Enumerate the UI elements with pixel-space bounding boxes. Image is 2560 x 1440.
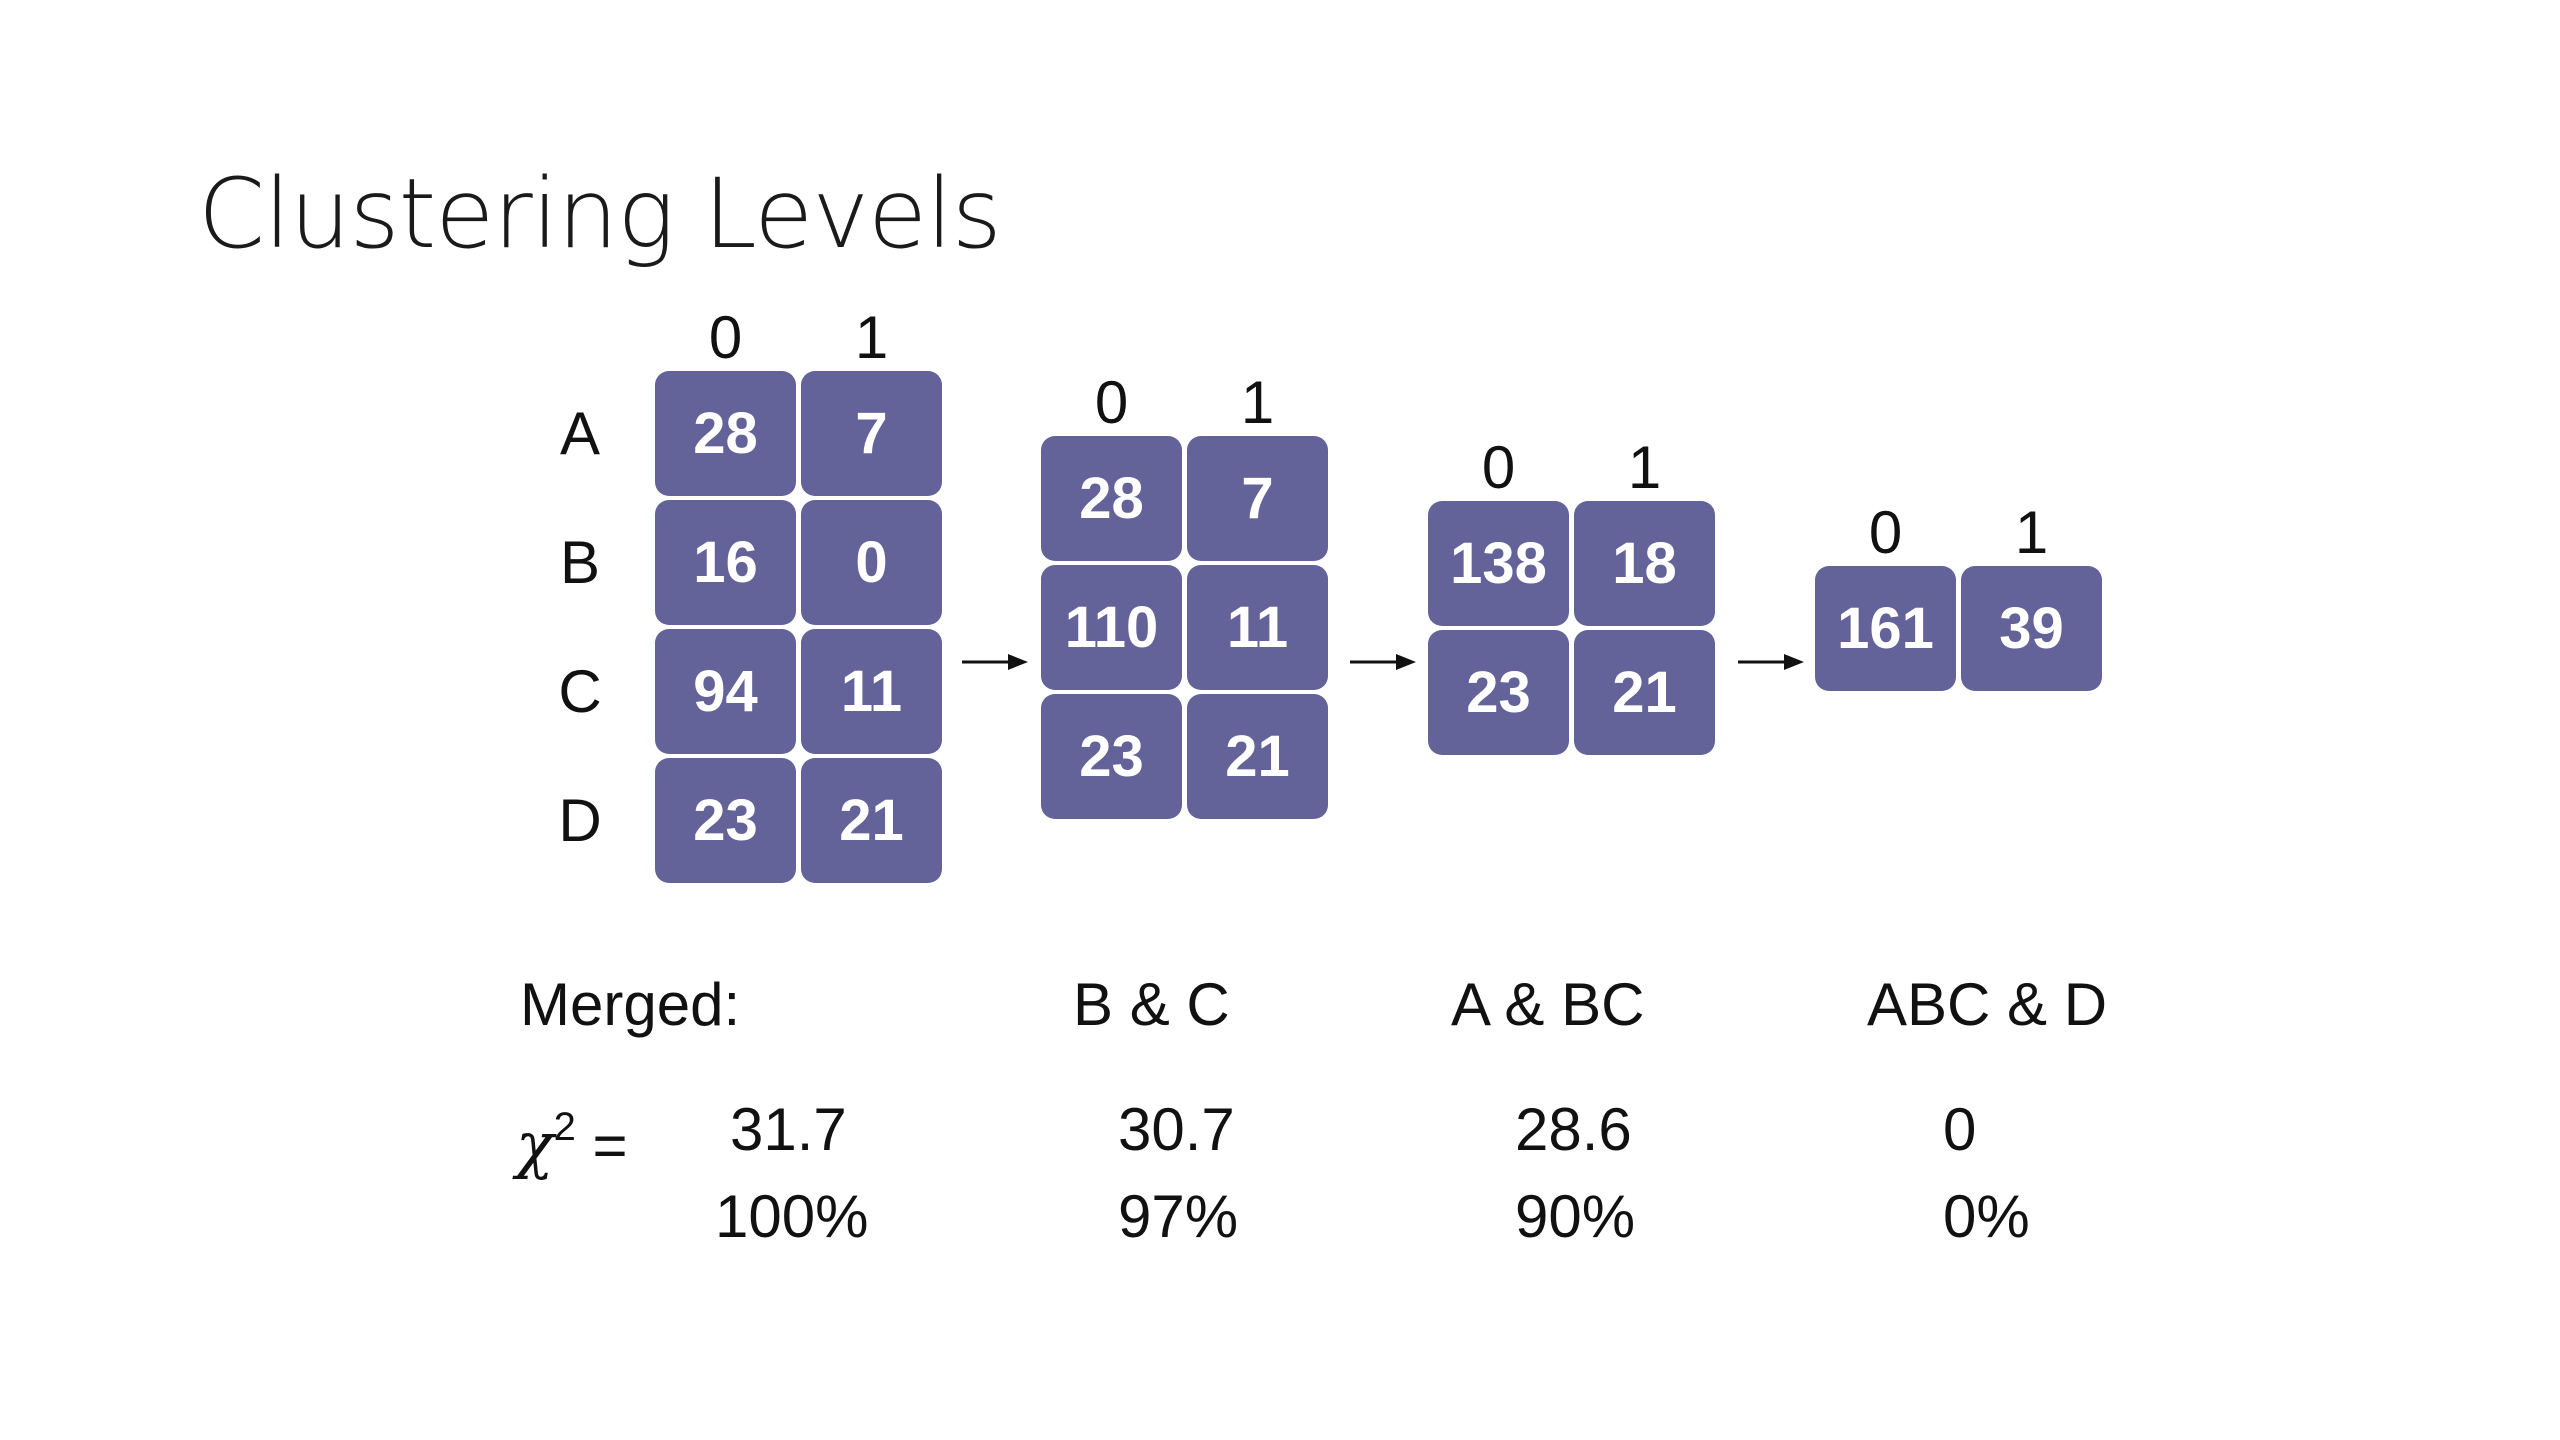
arrow-right-icon [962, 654, 1028, 670]
chi-square-value: 0 [1943, 1096, 1977, 1163]
table-row: B 16 0 [560, 500, 942, 625]
table-row: 28 7 [1041, 436, 1328, 561]
chi-square-percent: 100% [715, 1183, 869, 1250]
merged-label: ABC & D [1867, 971, 2108, 1038]
table-row: 23 21 [1041, 694, 1328, 819]
chi-square-percent: 97% [1118, 1183, 1239, 1250]
column-headers: 0 1 [1041, 370, 1328, 436]
table-row: A 28 7 [560, 371, 942, 496]
column-header-0: 0 [708, 304, 743, 371]
table-cell: 0 [801, 500, 942, 625]
table-cell: 21 [1187, 694, 1328, 819]
column-header-0: 0 [1868, 499, 1903, 566]
chi-square-value: 30.7 [1118, 1096, 1235, 1163]
table-cell: 23 [655, 758, 796, 883]
chi-square-label: χ2 = [516, 1092, 628, 1181]
column-header-0: 0 [1094, 369, 1129, 436]
column-header-0: 0 [1481, 434, 1516, 501]
table-cell: 21 [801, 758, 942, 883]
table-cell: 11 [801, 629, 942, 754]
merged-label: A & BC [1451, 971, 1645, 1038]
row-label-c: C [558, 658, 602, 725]
table-row: 138 18 [1428, 501, 1715, 626]
chi-square-value: 28.6 [1515, 1096, 1632, 1163]
slide-title: Clustering Levels [198, 158, 1002, 270]
table-row: 23 21 [1428, 630, 1715, 755]
table-cell: 16 [655, 500, 796, 625]
table-cell: 28 [1041, 436, 1182, 561]
column-header-1: 1 [1627, 434, 1662, 501]
column-headers: 0 1 [655, 305, 942, 371]
arrow-right-icon [1350, 654, 1416, 670]
column-headers: 0 1 [1428, 435, 1715, 501]
chi-exponent: 2 [553, 1105, 576, 1149]
chi-square-percent: 90% [1515, 1183, 1636, 1250]
table-cell: 18 [1574, 501, 1715, 626]
table-cell: 23 [1041, 694, 1182, 819]
table-row: D 23 21 [558, 758, 942, 883]
chi-square-value: 31.7 [730, 1096, 847, 1163]
table-cell: 21 [1574, 630, 1715, 755]
table-cell: 7 [801, 371, 942, 496]
column-header-1: 1 [854, 304, 889, 371]
table-cell: 161 [1815, 566, 1956, 691]
chi-square-percent: 0% [1943, 1183, 2030, 1250]
table-cell: 39 [1961, 566, 2102, 691]
row-label-b: B [559, 529, 601, 596]
chi-equals: = [575, 1112, 628, 1179]
table-cell: 23 [1428, 630, 1569, 755]
chi-symbol: χ [516, 1108, 554, 1181]
row-label-d: D [558, 787, 602, 854]
table-row: C 94 11 [558, 629, 942, 754]
row-label-a: A [559, 400, 601, 467]
table-cell: 28 [655, 371, 796, 496]
merged-label: B & C [1073, 971, 1230, 1038]
column-header-1: 1 [1240, 369, 1275, 436]
table-row: 110 11 [1041, 565, 1328, 690]
table-cell: 138 [1428, 501, 1569, 626]
table-cell: 11 [1187, 565, 1328, 690]
column-header-1: 1 [2014, 499, 2049, 566]
table-cell: 110 [1041, 565, 1182, 690]
table-row: 161 39 [1815, 566, 2102, 691]
column-headers: 0 1 [1815, 500, 2102, 566]
table-cell: 7 [1187, 436, 1328, 561]
table-cell: 94 [655, 629, 796, 754]
arrow-right-icon [1738, 654, 1804, 670]
merged-label: Merged: [520, 971, 741, 1038]
